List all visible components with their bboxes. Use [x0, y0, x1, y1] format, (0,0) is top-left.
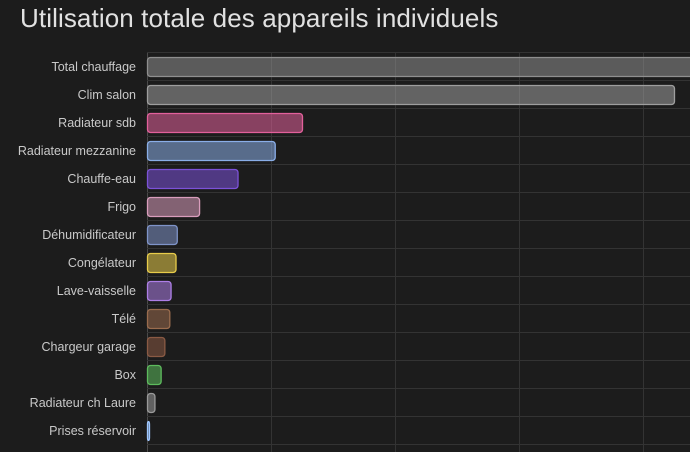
bar-lave-vaisselle[interactable] [146, 280, 172, 302]
bar-chargeur-garage[interactable] [146, 336, 166, 358]
bar-box[interactable] [146, 364, 162, 386]
bar-prises-r-servoir[interactable] [146, 420, 151, 442]
category-label: Total chauffage [51, 60, 136, 74]
bar-radiateur-mezzanine[interactable] [146, 140, 276, 162]
bar-total-chauffage[interactable] [146, 56, 690, 78]
bar-radiateur-ch-laure[interactable] [146, 392, 156, 414]
category-label: Déhumidificateur [42, 228, 136, 242]
category-label: Box [114, 368, 136, 382]
category-label: Frigo [108, 200, 137, 214]
category-label: Prises réservoir [49, 424, 136, 438]
bar-cong-lateur[interactable] [146, 252, 177, 274]
category-label: Chargeur garage [41, 340, 136, 354]
category-label: Congélateur [68, 256, 136, 270]
bar-d-humidificateur[interactable] [146, 224, 178, 246]
category-label: Clim salon [78, 88, 136, 102]
bar-clim-salon[interactable] [146, 84, 676, 106]
bar-frigo[interactable] [146, 196, 201, 218]
category-label: Radiateur mezzanine [18, 144, 136, 158]
bar-chauffe-eau[interactable] [146, 168, 239, 190]
category-label: Radiateur ch Laure [30, 396, 136, 410]
category-label: Lave-vaisselle [57, 284, 136, 298]
category-label: Chauffe-eau [67, 172, 136, 186]
category-label: Radiateur sdb [58, 116, 136, 130]
category-label: Télé [112, 312, 136, 326]
bar-t-l-[interactable] [146, 308, 171, 330]
bar-radiateur-sdb[interactable] [146, 112, 304, 134]
card-title: Utilisation totale des appareils individ… [20, 3, 499, 33]
